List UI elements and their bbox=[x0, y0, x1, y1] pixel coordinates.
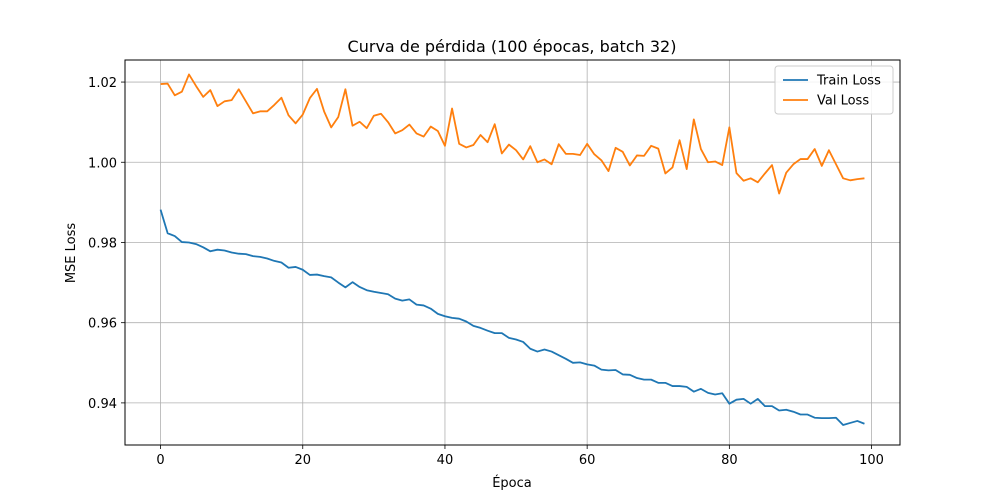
legend-box bbox=[774, 65, 894, 115]
x-tick-label: 100 bbox=[859, 453, 884, 468]
x-tick-label: 20 bbox=[294, 453, 311, 468]
chart-title: Curva de pérdida (100 épocas, batch 32) bbox=[348, 37, 677, 56]
y-tick-label: 0.98 bbox=[88, 236, 117, 251]
y-tick-label: 0.96 bbox=[88, 317, 117, 332]
x-tick-label: 60 bbox=[579, 453, 596, 468]
x-tick-label: 80 bbox=[721, 453, 738, 468]
grid bbox=[125, 60, 900, 445]
x-tick-label: 0 bbox=[156, 453, 164, 468]
legend: Train Loss Val Loss bbox=[774, 65, 894, 115]
legend-label-val-loss: Val Loss bbox=[817, 94, 869, 109]
series-line-train-loss bbox=[159, 209, 865, 426]
plot-frame bbox=[124, 59, 901, 446]
y-tick-label: 1.00 bbox=[88, 156, 117, 171]
y-tick-label: 0.94 bbox=[88, 397, 117, 412]
series-line-val-loss bbox=[160, 73, 865, 195]
x-axis-label: Época bbox=[492, 475, 532, 491]
y-axis-label: MSE Loss bbox=[64, 223, 79, 284]
y-tick-label: 1.02 bbox=[88, 76, 117, 91]
legend-label-train-loss: Train Loss bbox=[816, 74, 881, 89]
series-lines bbox=[159, 73, 865, 426]
x-tick-label: 40 bbox=[437, 453, 454, 468]
ticks: 0 20 40 60 80 100 0.94 0.96 0.98 1.00 1.02 bbox=[88, 76, 884, 468]
